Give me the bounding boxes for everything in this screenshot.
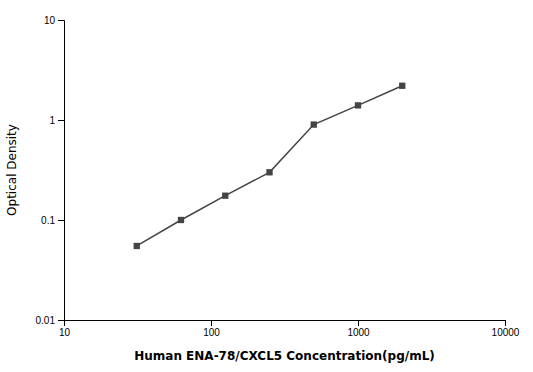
plot-area: 10 100 1000 10000 0.01 0.1 1 10 (36, 15, 520, 338)
point (399, 83, 405, 89)
y-tick-label: 0.1 (41, 215, 55, 226)
y-tick-label: 1 (49, 115, 55, 126)
y-axis-title: Optical Density (5, 124, 19, 216)
x-tick-label: 10 (59, 327, 71, 338)
x-tick-mark (505, 320, 506, 326)
x-axis-line (65, 321, 506, 327)
y-tick-mark (58, 320, 64, 321)
x-tick: 100 (203, 320, 220, 338)
point (134, 243, 140, 249)
x-tick: 10000 (492, 320, 520, 338)
x-tick-label: 1000 (347, 327, 370, 338)
y-tick-mark (58, 220, 64, 221)
marks (134, 83, 406, 250)
y-tick-mark (58, 20, 64, 21)
y-tick-label: 10 (44, 15, 56, 26)
y-tick-label: 0.01 (36, 315, 56, 326)
y-tick-mark (58, 120, 64, 121)
chart: 10 100 1000 10000 0.01 0.1 1 10 Human ENA-78/CXC… (0, 0, 533, 372)
x-tick-mark (211, 320, 212, 326)
point (222, 193, 228, 199)
line (137, 86, 403, 246)
y-axis: 0.01 0.1 1 10 (36, 15, 65, 326)
x-tick-label: 100 (203, 327, 220, 338)
x-tick-label: 10000 (492, 327, 520, 338)
y-tick: 0.01 (36, 315, 64, 326)
y-tick: 10 (44, 15, 64, 26)
point (355, 102, 361, 108)
y-axis-line (58, 21, 65, 321)
point (178, 217, 184, 223)
x-tick: 10 (59, 320, 71, 338)
x-tick: 1000 (347, 320, 370, 338)
y-tick: 0.1 (41, 215, 64, 226)
point (311, 121, 317, 127)
x-axis: 10 100 1000 10000 (59, 320, 520, 338)
x-axis-title: Human ENA-78/CXCL5 Concentration(pg/mL) (134, 349, 435, 363)
x-tick-mark (358, 320, 359, 326)
y-tick: 1 (49, 115, 64, 126)
point (266, 169, 272, 175)
